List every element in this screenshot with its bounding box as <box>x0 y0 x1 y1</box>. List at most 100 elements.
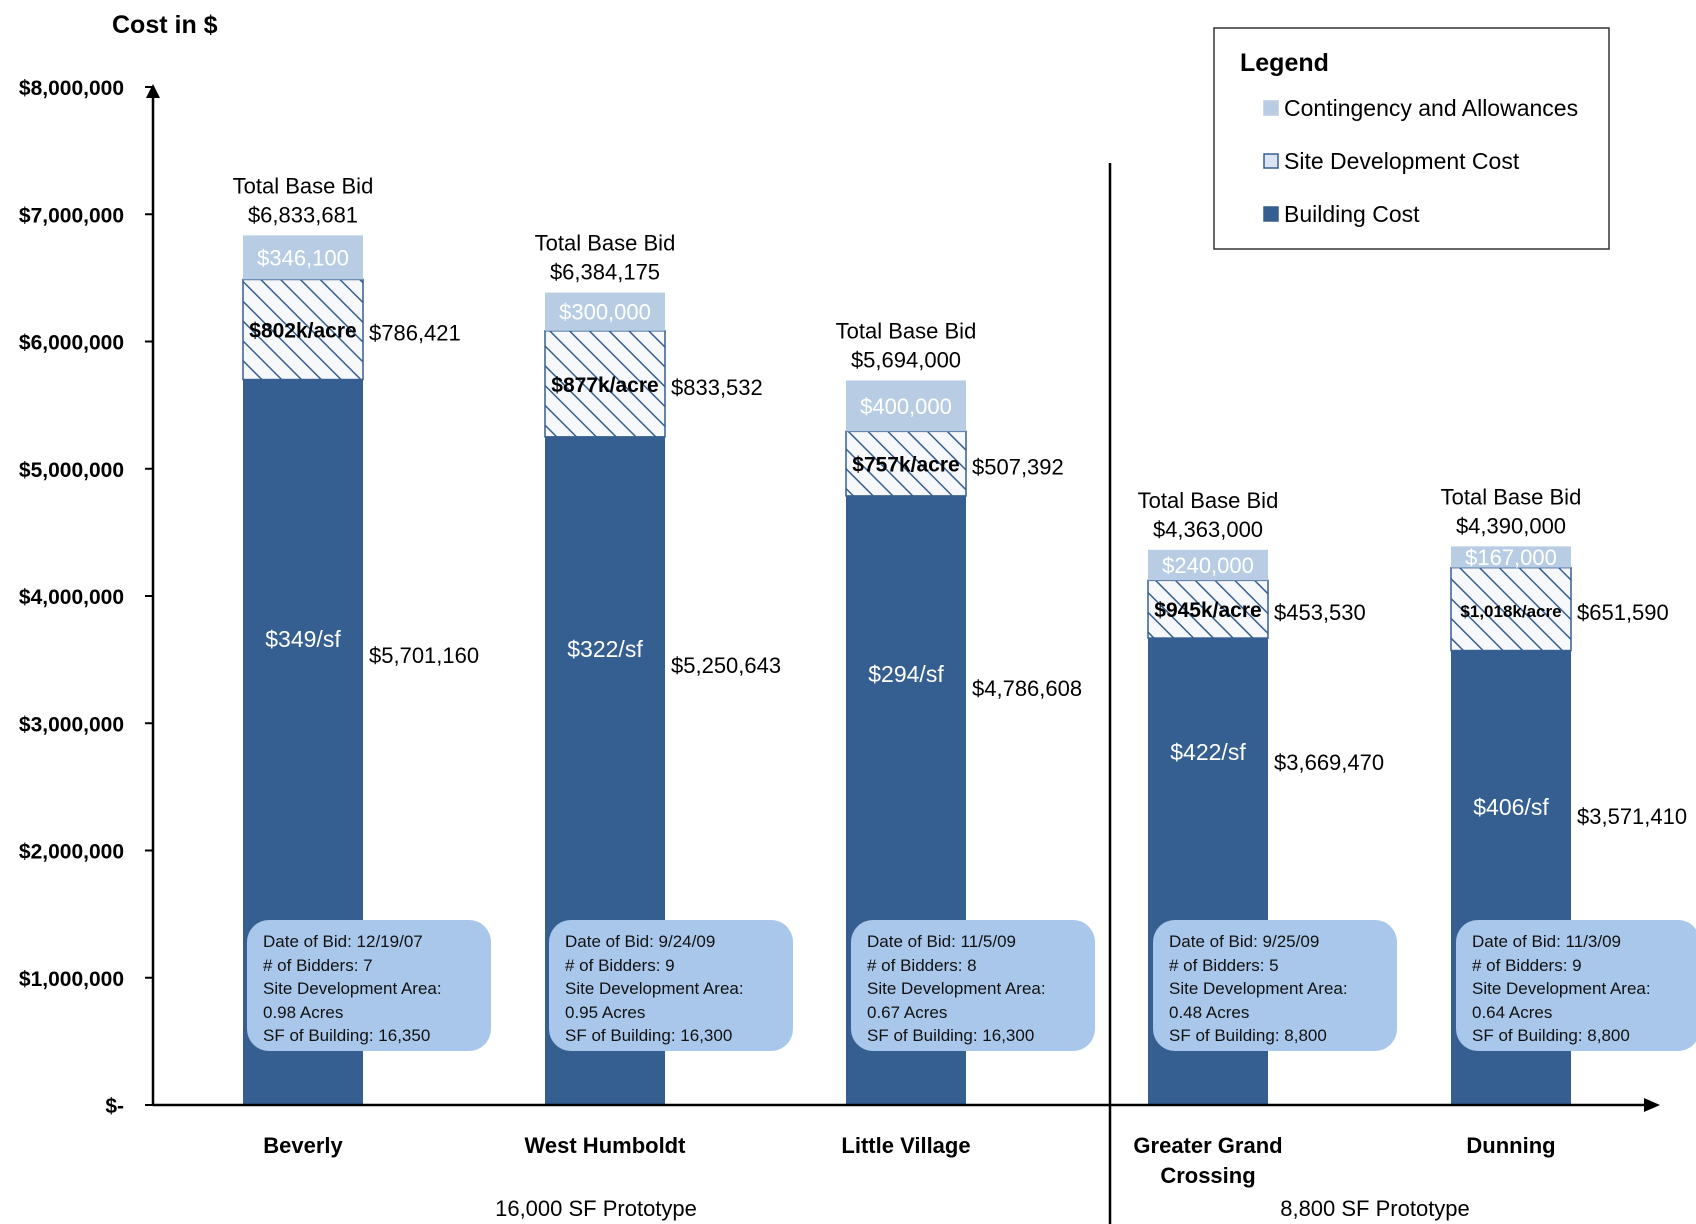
group-label: 8,800 SF Prototype <box>1280 1196 1470 1221</box>
x-tick-label: West Humboldt <box>525 1133 687 1158</box>
bid-info-box: Date of Bid: 11/5/09 # of Bidders: 8 Site … <box>851 920 1095 1051</box>
data-label-per-sf: $422/sf <box>1170 739 1246 765</box>
bid-info-line: SF of Building: 16,350 <box>263 1026 431 1045</box>
bid-info-line: SF of Building: 16,300 <box>565 1026 733 1045</box>
data-label-contingency: $400,000 <box>860 394 952 419</box>
bar-contingency <box>1451 546 1571 568</box>
bid-info-line: Site Development Area: <box>1169 979 1348 998</box>
data-label-building-cost: $5,250,643 <box>671 653 781 678</box>
bid-info-box: Date of Bid: 9/25/09 # of Bidders: 5 Site … <box>1153 920 1397 1051</box>
bar-site-development-cost <box>1147 579 1269 639</box>
group-label: 16,000 SF Prototype <box>495 1196 697 1221</box>
data-label-building-cost: $4,786,608 <box>972 676 1082 701</box>
total-base-bid-label: Total Base Bid <box>1441 484 1582 509</box>
data-label-per-sf: $322/sf <box>567 636 643 662</box>
data-label-site-development: $786,421 <box>369 320 461 345</box>
data-label-site-development: $651,590 <box>1577 600 1669 625</box>
data-label-per-acre: $802k/acre <box>249 319 356 342</box>
data-label-per-acre: $945k/acre <box>1154 599 1261 622</box>
y-tick-label: $7,000,000 <box>19 204 124 227</box>
y-tick-label: $1,000,000 <box>19 968 124 991</box>
bid-info-line: # of Bidders: 9 <box>565 955 675 975</box>
bid-info-line: 0.64 Acres <box>1472 1002 1553 1022</box>
total-base-bid-value: $4,390,000 <box>1456 513 1566 538</box>
data-label-per-acre: $877k/acre <box>551 374 658 397</box>
bid-info-line: Date of Bid: 12/19/07 <box>263 932 423 951</box>
y-tick-label: $8,000,000 <box>19 77 124 100</box>
data-label-building-cost: $5,701,160 <box>369 643 479 668</box>
total-base-bid-value: $6,833,681 <box>248 202 358 227</box>
y-tick-label: $5,000,000 <box>19 459 124 482</box>
data-label-building-cost: $3,669,470 <box>1274 750 1384 775</box>
x-tick-label: Crossing <box>1160 1163 1255 1188</box>
bar-site-development-cost <box>1450 566 1572 652</box>
bid-info-line: Date of Bid: 9/24/09 <box>565 932 716 951</box>
total-base-bid-label: Total Base Bid <box>836 318 977 343</box>
y-tick-label: $6,000,000 <box>19 332 124 355</box>
bar-site-development-cost <box>242 278 364 381</box>
bid-info-line: 0.48 Acres <box>1169 1002 1250 1022</box>
bid-info-box: Date of Bid: 12/19/07 # of Bidders: 7 Site… <box>247 920 491 1051</box>
x-tick-label: Greater Grand <box>1133 1133 1282 1158</box>
data-label-per-sf: $406/sf <box>1473 794 1549 820</box>
data-label-contingency: $240,000 <box>1162 553 1254 578</box>
legend-swatch <box>1263 153 1279 169</box>
bid-info-line: # of Bidders: 9 <box>1472 955 1582 975</box>
bid-info-line: SF of Building: 8,800 <box>1169 1026 1327 1045</box>
data-label-contingency: $346,100 <box>257 245 349 270</box>
bar-contingency <box>243 235 363 280</box>
y-axis-title: Cost in $ <box>112 11 218 39</box>
y-tick-label: $4,000,000 <box>19 586 124 609</box>
data-label-per-sf: $294/sf <box>868 661 944 687</box>
data-label-site-development: $453,530 <box>1274 600 1366 625</box>
total-base-bid-label: Total Base Bid <box>535 231 676 256</box>
bid-info-line: # of Bidders: 5 <box>1169 955 1279 975</box>
data-label-contingency: $167,000 <box>1465 545 1557 570</box>
bid-info-line: SF of Building: 8,800 <box>1472 1026 1630 1045</box>
bar-contingency <box>1148 549 1268 581</box>
bar-contingency <box>545 292 665 331</box>
data-label-site-development: $833,532 <box>671 375 763 400</box>
legend-title: Legend <box>1240 49 1329 77</box>
bid-info-line: Site Development Area: <box>1472 979 1651 998</box>
legend-swatch <box>1263 100 1279 116</box>
total-base-bid-label: Total Base Bid <box>233 173 374 198</box>
legend-swatch <box>1263 206 1279 222</box>
legend-box <box>1213 27 1610 250</box>
data-label-building-cost: $3,571,410 <box>1577 804 1687 829</box>
x-axis-arrow <box>1644 1098 1660 1112</box>
y-axis-arrow <box>146 84 160 98</box>
bid-info-line: 0.67 Acres <box>867 1002 948 1022</box>
legend-entry: Site Development Cost <box>1284 148 1520 174</box>
bid-info-line: Date of Bid: 9/25/09 <box>1169 932 1320 951</box>
data-label-per-acre: $1,018k/acre <box>1460 602 1561 621</box>
bid-info-line: SF of Building: 16,300 <box>867 1026 1035 1045</box>
x-tick-label: Dunning <box>1466 1133 1555 1158</box>
y-tick-label: $- <box>105 1095 124 1118</box>
data-label-site-development: $507,392 <box>972 455 1064 480</box>
data-label-per-sf: $349/sf <box>265 626 341 652</box>
total-base-bid-value: $4,363,000 <box>1153 517 1263 542</box>
bid-info-box: Date of Bid: 11/3/09 # of Bidders: 9 Site … <box>1456 920 1696 1051</box>
bid-info-line: Date of Bid: 11/5/09 <box>867 932 1017 951</box>
bid-info-line: # of Bidders: 7 <box>263 955 373 975</box>
bid-info-line: Date of Bid: 11/3/09 <box>1472 932 1622 951</box>
legend-entry: Contingency and Allowances <box>1284 95 1578 121</box>
y-tick-label: $3,000,000 <box>19 713 124 736</box>
bid-info-line: # of Bidders: 8 <box>867 955 977 975</box>
total-base-bid-value: $6,384,175 <box>550 260 660 285</box>
data-label-per-acre: $757k/acre <box>852 454 959 477</box>
total-base-bid-value: $5,694,000 <box>851 347 961 372</box>
total-base-bid-label: Total Base Bid <box>1138 488 1279 513</box>
bar-site-development-cost <box>544 330 666 438</box>
bid-info-line: 0.95 Acres <box>565 1002 646 1022</box>
bid-info-box: Date of Bid: 9/24/09 # of Bidders: 9 Site … <box>549 920 793 1051</box>
bar-site-development-cost <box>845 430 967 497</box>
bid-info-line: Site Development Area: <box>565 979 744 998</box>
bar-contingency <box>846 380 966 432</box>
bid-info-line: Site Development Area: <box>263 979 442 998</box>
bid-info-line: 0.98 Acres <box>263 1002 344 1022</box>
bid-info-line: Site Development Area: <box>867 979 1046 998</box>
x-tick-label: Little Village <box>841 1133 970 1158</box>
legend-entry: Building Cost <box>1284 201 1420 227</box>
